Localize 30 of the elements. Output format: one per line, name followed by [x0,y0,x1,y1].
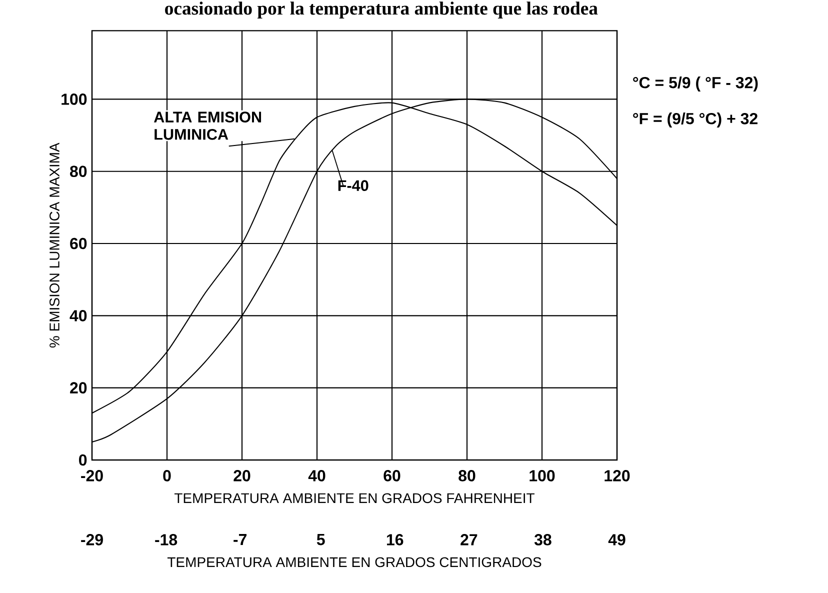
x-tick-label: 0 [163,470,171,482]
x-tick-label: 120 [604,470,630,482]
x-tick-label: 60 [384,470,400,482]
x2-tick-label: -18 [155,534,178,546]
text: °C = 5/9 ( °F - 32) [633,76,758,92]
y-tick-label: 20 [70,382,87,394]
y-axis-title: % EMISION LUMINICA MAXIMA [50,142,60,348]
y-tick-label: 60 [70,238,87,250]
x-tick-label: -20 [81,470,103,482]
x2-tick-label: 27 [460,534,478,546]
x2-tick-label: 49 [608,534,626,546]
x2-tick-label: -7 [234,534,246,546]
x-tick-label: 100 [530,470,555,482]
chart-title: ocasionado por la temperatura ambiente que las rodea [165,2,598,19]
y-tick-label: 100 [62,94,87,105]
series-label: ALTA EMISION LUMINICA [154,112,262,140]
x2-tick-label: 38 [534,534,552,546]
x-tick-label: 80 [458,470,476,482]
y-tick-label: 80 [70,166,87,178]
x2-axis-title: TEMPERATURA AMBIENTE EN GRADOS CENTIGRADOS [167,557,542,568]
x2-tick-label: 5 [316,534,325,546]
x2-tick-label: -29 [81,534,103,546]
x-axis-title: TEMPERATURA AMBIENTE EN GRADOS FAHRENHEIT [174,493,534,504]
y-tick-label: 40 [70,310,87,322]
x2-tick-label: 16 [386,534,404,546]
x-tick-label: 40 [308,470,326,482]
text: °F = (9/5 °C) + 32 [633,112,758,128]
legend-label: F-40 [338,180,368,192]
y-tick-label: 0 [79,454,87,466]
x-tick-label: 20 [234,470,250,482]
